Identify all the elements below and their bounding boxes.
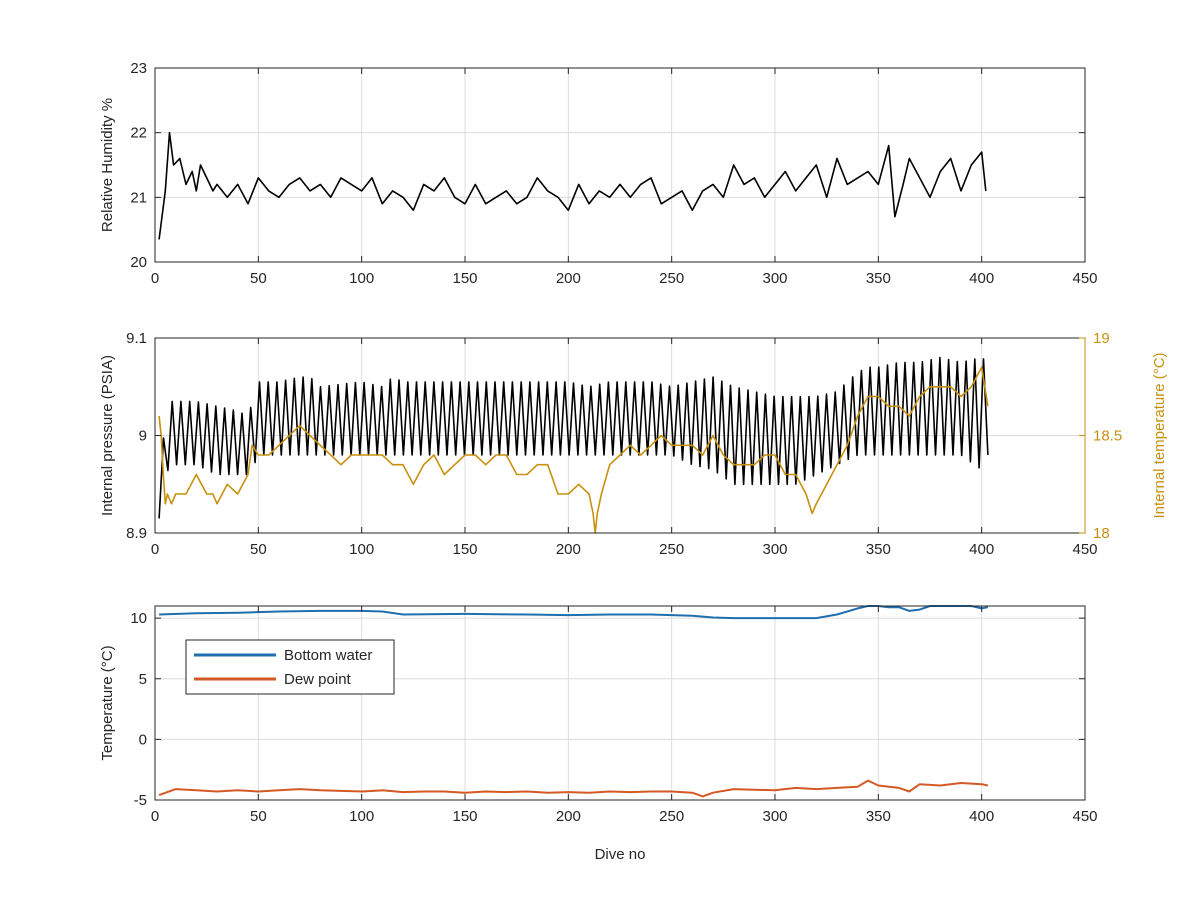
pressure-x-tick-label: 450 <box>1072 541 1097 558</box>
pressure-x-tick-label: 250 <box>659 541 684 558</box>
temperature-x-tick-label: 350 <box>866 808 891 825</box>
pressure-series-0-line <box>158 356 989 519</box>
temperature-y-tick-label: 0 <box>139 731 147 748</box>
pressure-x-tick-label: 100 <box>349 541 374 558</box>
pressure-y2-tick-label: 18 <box>1093 525 1110 542</box>
temperature-x-axis-label: Dive no <box>595 846 646 863</box>
humidity-x-tick-label: 250 <box>659 270 684 287</box>
temperature-y-axis-label: Temperature (°C) <box>99 645 116 760</box>
pressure-y-tick-label: 8.9 <box>126 525 147 542</box>
humidity-x-tick-label: 300 <box>762 270 787 287</box>
temperature-x-tick-label: 0 <box>151 808 159 825</box>
pressure-y2-tick-label: 18.5 <box>1093 428 1122 445</box>
temperature-x-tick-label: 300 <box>762 808 787 825</box>
temperature-plot-frame <box>154 605 1086 801</box>
pressure-y-tick-label: 9.1 <box>126 330 147 347</box>
pressure-x-tick-label: 0 <box>151 541 159 558</box>
pressure-y2-tick-label: 19 <box>1093 330 1110 347</box>
legend-label-dew-point: Dew point <box>284 671 352 688</box>
pressure-x-tick-label: 400 <box>969 541 994 558</box>
temperature-y-tick-label: 5 <box>139 671 147 688</box>
humidity-y-tick-label: 21 <box>130 189 147 206</box>
humidity-y-tick-label: 20 <box>130 254 147 271</box>
temperature-x-tick-label: 50 <box>250 808 267 825</box>
humidity-x-tick-label: 0 <box>151 270 159 287</box>
legend: Bottom water Dew point <box>185 639 395 695</box>
temperature-y-tick-label: 10 <box>130 610 147 627</box>
humidity-y-tick-label: 23 <box>130 60 147 77</box>
temperature-x-tick-label: 100 <box>349 808 374 825</box>
humidity-y-axis-label: Relative Humidity % <box>99 98 116 232</box>
pressure-x-tick-label: 50 <box>250 541 267 558</box>
temperature-x-tick-label: 450 <box>1072 808 1097 825</box>
legend-label-bottom-water: Bottom water <box>284 647 372 664</box>
humidity-x-tick-label: 400 <box>969 270 994 287</box>
temperature-x-tick-label: 250 <box>659 808 684 825</box>
pressure-x-tick-label: 200 <box>556 541 581 558</box>
humidity-x-tick-label: 100 <box>349 270 374 287</box>
humidity-y-tick-label: 22 <box>130 125 147 142</box>
pressure-x-tick-label: 350 <box>866 541 891 558</box>
pressure-x-tick-label: 150 <box>452 541 477 558</box>
humidity-x-tick-label: 200 <box>556 270 581 287</box>
temperature-series-1-line <box>158 779 989 798</box>
pressure-y-tick-label: 9 <box>139 428 147 445</box>
humidity-x-tick-label: 150 <box>452 270 477 287</box>
legend-box <box>185 639 395 695</box>
humidity-panel: 0 50 100 150 200 250 300 350 400 450 20 21 22 23 Rela… <box>99 60 1098 287</box>
pressure-y-axis-label: Internal pressure (PSIA) <box>99 355 116 516</box>
temperature-x-tick-label: 400 <box>969 808 994 825</box>
humidity-plot-frame <box>154 67 1086 263</box>
pressure-x-tick-label: 300 <box>762 541 787 558</box>
humidity-x-tick-label: 350 <box>866 270 891 287</box>
humidity-x-tick-label: 450 <box>1072 270 1097 287</box>
pressure-panel: 0 50 100 150 200 250 300 350 400 450 8.9 9 9.1 18 18.5… <box>99 330 1168 558</box>
temperature-x-tick-label: 200 <box>556 808 581 825</box>
humidity-series-0-line <box>158 131 987 240</box>
temperature-y-tick-label: -5 <box>134 792 147 809</box>
pressure-series-1-line <box>158 366 989 534</box>
temperature-x-tick-label: 150 <box>452 808 477 825</box>
internal-temperature-y-axis-label: Internal temperature (°C) <box>1151 352 1168 518</box>
humidity-x-tick-label: 50 <box>250 270 267 287</box>
